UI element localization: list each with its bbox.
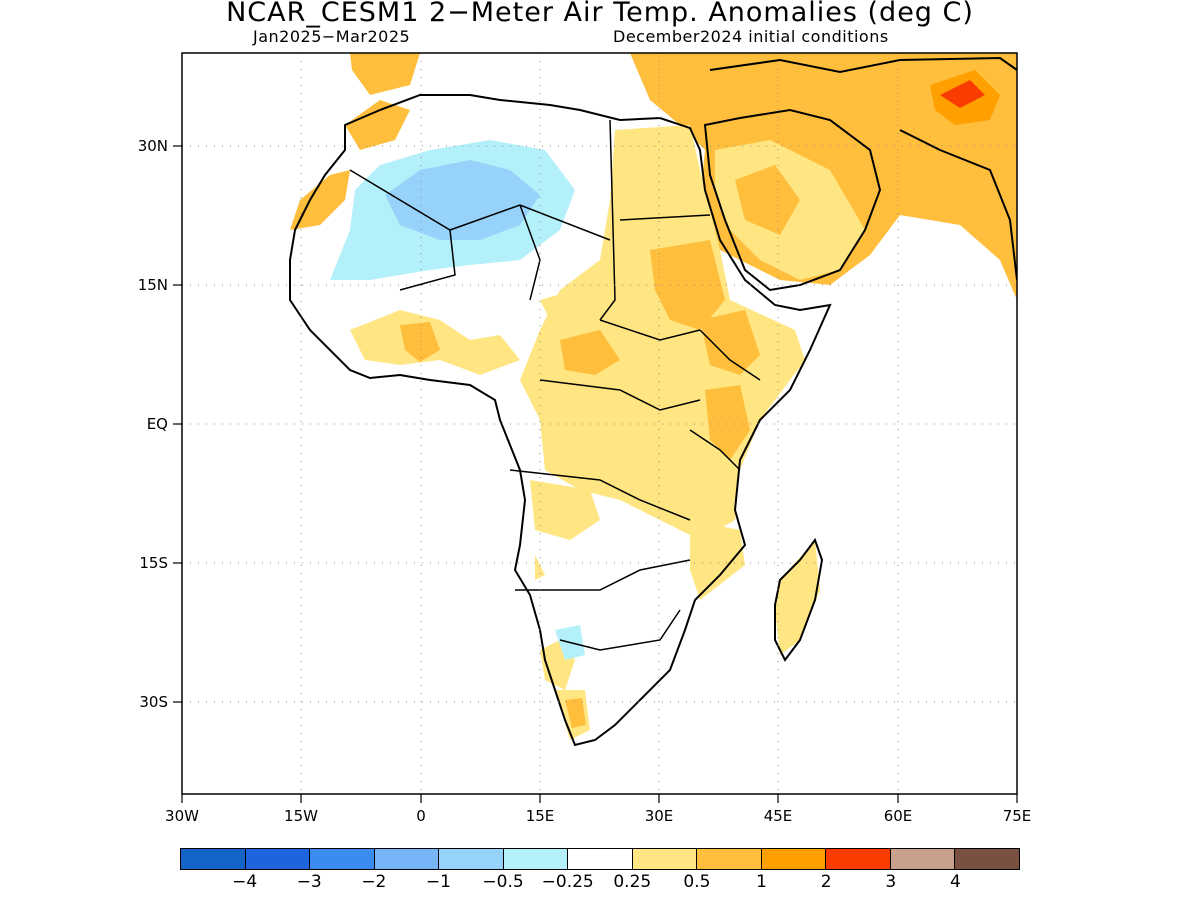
x-tick-label: 45E	[764, 807, 793, 825]
colorbar-label: 4	[949, 872, 961, 892]
colorbar-swatch	[310, 849, 375, 869]
colorbar-label: 1	[756, 872, 767, 892]
initial-conditions: December2024 initial conditions	[613, 27, 889, 46]
y-tick-label: 30N	[138, 137, 168, 155]
colorbar-label: −1	[425, 872, 451, 892]
colorbar-swatch	[826, 849, 891, 869]
x-tick-label: 75E	[1003, 807, 1032, 825]
y-tick-labels: 30N 15N EQ 15S 30S	[138, 137, 168, 711]
colorbar-label: −3	[296, 872, 322, 892]
x-tick-label: 15E	[526, 807, 555, 825]
x-tick-label: 30W	[165, 807, 199, 825]
x-tick-label: 15W	[284, 807, 318, 825]
colorbar-swatch	[374, 849, 440, 869]
map-title: NCAR_CESM1 2−Meter Air Temp. Anomalies (…	[226, 0, 974, 28]
anomaly-shading	[290, 53, 1017, 740]
coastlines	[289, 56, 1017, 747]
y-tick-label: 15N	[138, 276, 168, 294]
colorbar-swatch	[181, 849, 246, 869]
colorbar-label: −0.25	[541, 872, 594, 892]
colorbar-label: −0.5	[482, 872, 524, 892]
colorbar-swatch	[890, 849, 956, 869]
colorbar-swatch	[503, 849, 569, 869]
colorbar-label: −2	[361, 872, 387, 892]
colorbar-labels: −4 −3 −2 −1 −0.5 −0.25 0.25 0.5 1 2 3 4	[0, 872, 1200, 896]
colorbar	[180, 848, 1020, 870]
x-tick-label: 0	[416, 807, 426, 825]
colorbar-swatch	[697, 849, 762, 869]
colorbar-label: 3	[885, 872, 897, 892]
colorbar-swatch	[245, 849, 311, 869]
colorbar-label: 0.5	[683, 872, 711, 892]
axis-ticks	[173, 145, 1018, 803]
colorbar-swatch	[955, 849, 1019, 869]
colorbar-swatch	[439, 849, 504, 869]
x-tick-label: 60E	[884, 807, 913, 825]
colorbar-label: 2	[820, 872, 832, 892]
colorbar-swatch	[568, 849, 633, 869]
x-tick-labels: 30W 15W 0 15E 30E 45E 60E 75E	[165, 807, 1031, 825]
y-tick-label: 15S	[139, 554, 168, 572]
y-tick-label: 30S	[139, 693, 168, 711]
colorbar-swatch	[632, 849, 698, 869]
x-tick-label: 30E	[645, 807, 674, 825]
colorbar-label: −4	[232, 872, 258, 892]
colorbar-label: 0.25	[613, 872, 652, 892]
country-borders	[349, 119, 761, 651]
y-tick-label: EQ	[147, 415, 168, 433]
colorbar-swatch	[761, 849, 827, 869]
forecast-period: Jan2025−Mar2025	[253, 27, 411, 46]
